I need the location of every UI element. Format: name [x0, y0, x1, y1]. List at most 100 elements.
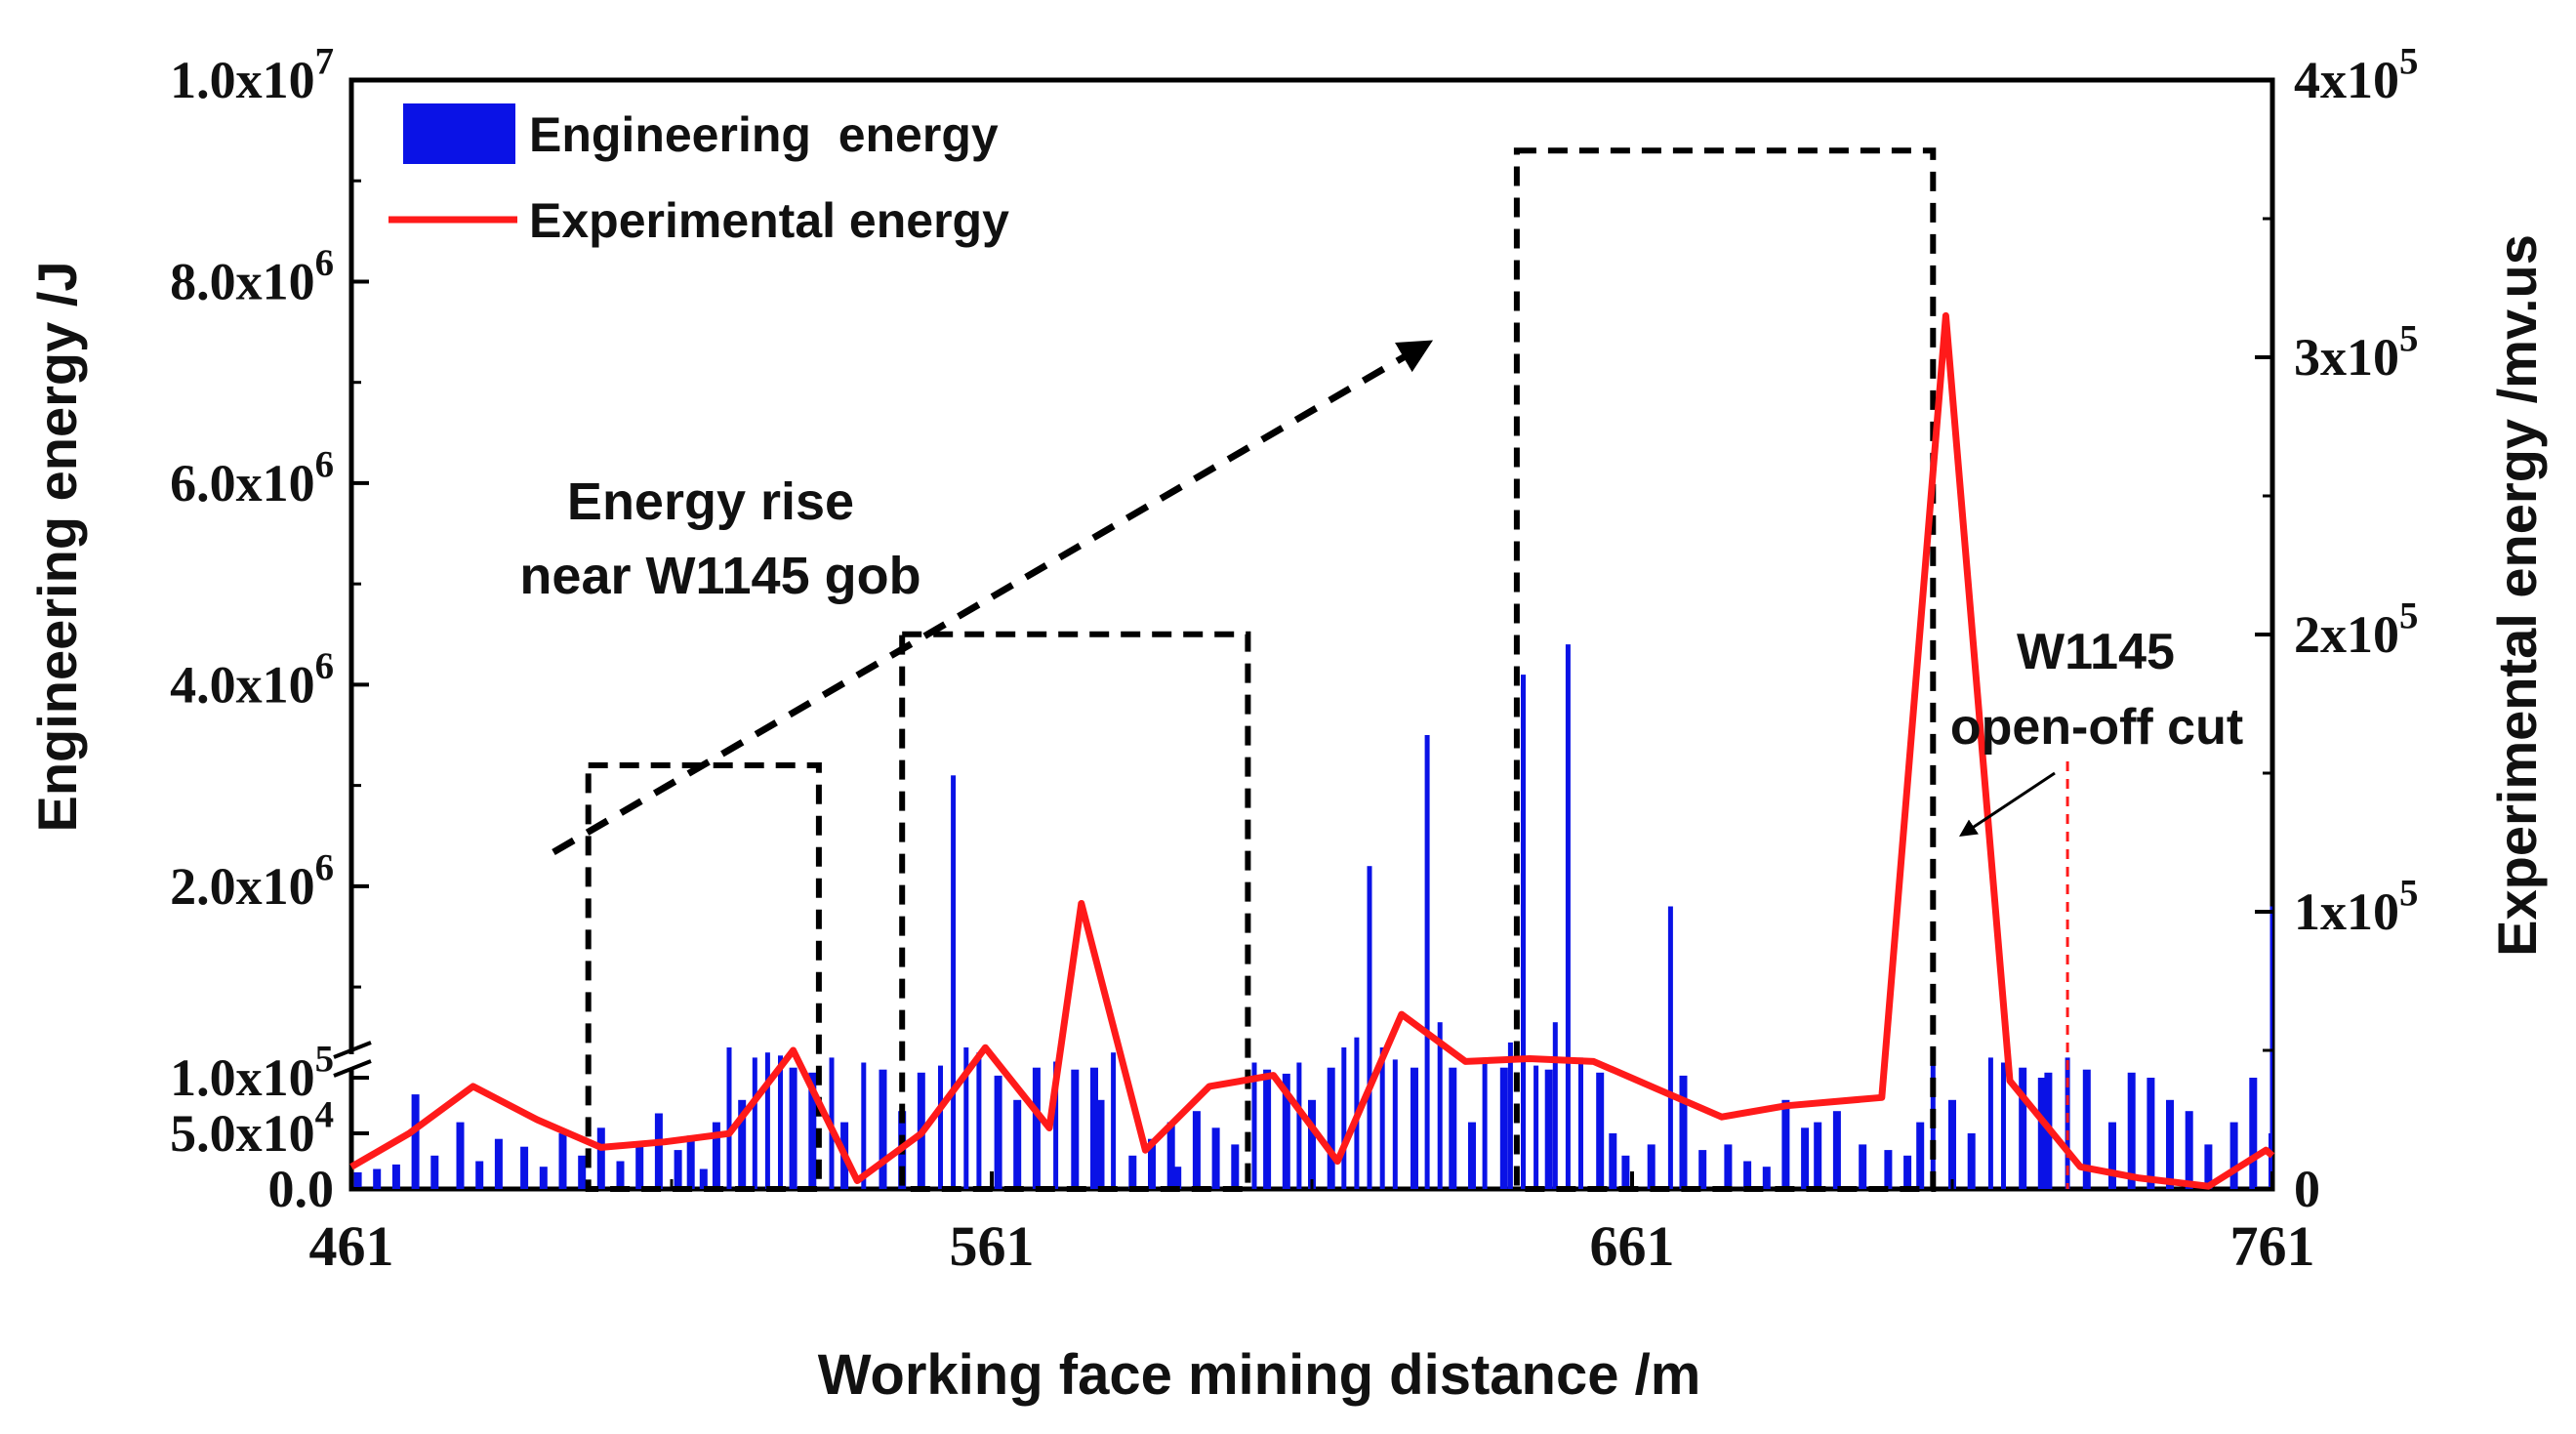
left-tick-label-7: 1.0x107	[170, 41, 334, 109]
y-left-axis-title: Engineering energy /J	[26, 261, 88, 832]
axis-break-mark-lower	[333, 1059, 372, 1078]
left-tick-label-3-base: 2.0x10	[170, 857, 315, 916]
right-tick-label-4-base: 4x10	[2294, 51, 2399, 109]
x-axis-ticks: 461 561 661 761	[309, 1171, 2315, 1278]
left-tick-label-1-exp: 4	[315, 1094, 334, 1136]
energy-rise-arrow	[552, 340, 1434, 856]
bar-65	[1437, 1022, 1443, 1189]
bar-110	[2204, 1144, 2213, 1189]
left-tick-label-0-base: 0.0	[268, 1160, 335, 1218]
right-tick-label-4-exp: 5	[2399, 41, 2418, 83]
left-tick-label-6-base: 8.0x10	[170, 252, 315, 310]
bar-52	[1251, 1062, 1257, 1189]
bar-20	[726, 1047, 732, 1189]
bar-1	[373, 1168, 382, 1189]
bar-112	[2249, 1078, 2258, 1189]
bar-30	[879, 1069, 887, 1189]
left-tick-label-7-base: 1.0x10	[170, 51, 315, 109]
left-tick-label-6: 8.0x106	[170, 242, 334, 310]
right-tick-label-2: 2x105	[2294, 595, 2418, 664]
bar-51	[1231, 1144, 1240, 1189]
right-tick-label-2-base: 2x10	[2294, 605, 2399, 664]
bar-90	[1832, 1111, 1841, 1189]
bar-0	[353, 1171, 362, 1189]
bar-10	[558, 1133, 567, 1189]
bar-42	[1090, 1067, 1098, 1189]
bar-67	[1468, 1122, 1476, 1189]
bar-39	[1032, 1067, 1041, 1189]
left-tick-label-4: 4.0x106	[170, 645, 334, 714]
bar-97	[1967, 1133, 1976, 1189]
bar-54	[1282, 1073, 1290, 1189]
left-axis-ticks: 0.05.0x1041.0x1052.0x1064.0x1066.0x1068.…	[170, 41, 369, 1218]
x-tick-label-1: 561	[950, 1214, 1035, 1278]
x-tick-label-2: 661	[1590, 1214, 1675, 1278]
bar-107	[2147, 1078, 2155, 1189]
bar-12	[596, 1127, 605, 1189]
bar-85	[1743, 1161, 1752, 1189]
bar-11	[578, 1155, 587, 1189]
bar-35	[963, 1047, 969, 1189]
bar-3	[411, 1094, 420, 1189]
dashed-box-0	[585, 762, 822, 1192]
bar-41	[1071, 1069, 1080, 1189]
bar-49	[1192, 1111, 1201, 1189]
left-tick-label-7-exp: 7	[315, 41, 334, 83]
bar-60	[1367, 866, 1372, 1189]
bar-36	[976, 1052, 982, 1189]
bar-56	[1308, 1099, 1316, 1189]
right-tick-label-1-base: 1x10	[2294, 882, 2399, 941]
bar-76	[1578, 1057, 1583, 1189]
highlight-boxes	[585, 147, 1937, 1192]
right-tick-label-3-exp: 5	[2399, 318, 2418, 360]
bar-48	[1173, 1167, 1182, 1189]
bar-81	[1667, 906, 1673, 1189]
bar-38	[1013, 1099, 1022, 1189]
x-tick-label-3: 761	[2230, 1214, 2315, 1278]
left-tick-label-5-base: 6.0x10	[170, 454, 315, 512]
bar-89	[1814, 1122, 1822, 1189]
bar-74	[1552, 1022, 1558, 1189]
bar-55	[1296, 1062, 1302, 1189]
bar-91	[1859, 1144, 1867, 1189]
bar-100	[2019, 1067, 2027, 1189]
cut-label-line1: W1145	[2017, 624, 2175, 680]
bar-70	[1507, 1042, 1513, 1189]
left-tick-label-2-exp: 5	[315, 1039, 334, 1081]
bar-47	[1166, 1122, 1175, 1189]
legend-line-label: Experimental energy	[529, 193, 1009, 248]
bar-8	[520, 1146, 529, 1189]
bar-93	[1903, 1155, 1912, 1189]
bar-96	[1948, 1099, 1956, 1189]
bar-101	[2037, 1078, 2046, 1189]
cut-label-line2: open-off cut	[1950, 699, 2243, 756]
bar-22	[752, 1057, 757, 1189]
bar-104	[2082, 1069, 2091, 1189]
bar-53	[1263, 1069, 1272, 1189]
bar-75	[1565, 644, 1571, 1189]
left-tick-label-1-base: 5.0x10	[170, 1104, 315, 1163]
bar-34	[951, 775, 957, 1189]
bar-25	[789, 1067, 797, 1189]
legend-bar-label: Engineering energy	[529, 107, 999, 162]
bar-64	[1424, 735, 1430, 1189]
left-tick-label-4-exp: 6	[315, 645, 334, 687]
bar-13	[616, 1161, 625, 1189]
left-tick-label-0: 0.0	[268, 1160, 335, 1218]
bar-43	[1096, 1099, 1105, 1189]
right-tick-label-4: 4x105	[2294, 41, 2418, 109]
bar-92	[1884, 1150, 1893, 1189]
y-right-axis-title: Experimental energy /mv.us	[2486, 234, 2548, 957]
bar-24	[778, 1055, 783, 1189]
bar-83	[1698, 1150, 1707, 1189]
right-tick-label-0: 0	[2294, 1160, 2320, 1218]
bar-88	[1801, 1127, 1810, 1189]
bar-29	[861, 1062, 867, 1189]
right-tick-label-1-exp: 5	[2399, 873, 2418, 915]
dashed-box-1	[899, 631, 1251, 1192]
bar-80	[1647, 1144, 1656, 1189]
bar-5	[456, 1122, 465, 1189]
bar-14	[635, 1142, 644, 1189]
bar-79	[1621, 1155, 1630, 1189]
